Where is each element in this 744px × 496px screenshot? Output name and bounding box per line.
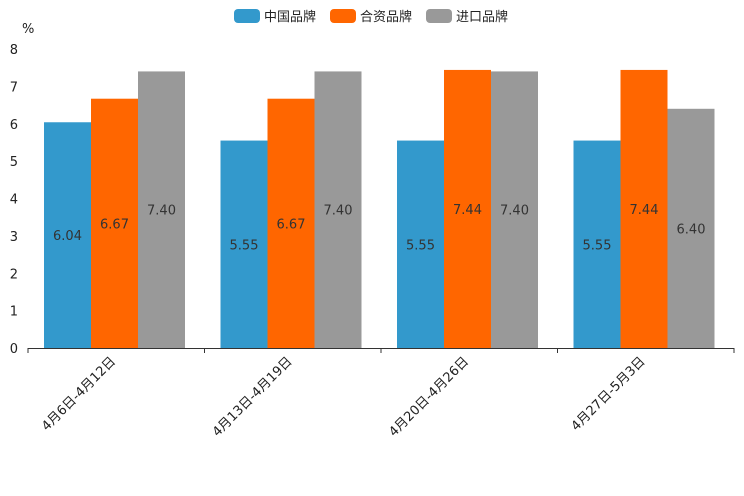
y-tick-label: 2 bbox=[10, 267, 18, 282]
bar bbox=[91, 98, 138, 349]
bar bbox=[444, 69, 491, 349]
bar bbox=[138, 71, 185, 349]
y-tick-label: 0 bbox=[10, 342, 18, 357]
y-tick-label: 8 bbox=[10, 43, 18, 58]
x-axis: 4月6日-4月12日 4月13日-4月19日 4月20日-4月26日 4月27日-5月… bbox=[27, 348, 735, 440]
y-tick-label: 6 bbox=[10, 118, 18, 133]
y-axis: 0 1 2 3 4 5 6 7 8 bbox=[10, 43, 18, 357]
bar-value-label: 5.55 bbox=[230, 238, 259, 253]
bar bbox=[44, 122, 91, 348]
bar-value-label: 5.55 bbox=[583, 238, 612, 253]
x-tick-label: 4月20日-4月26日 bbox=[386, 354, 472, 440]
legend-label: 进口品牌 bbox=[456, 9, 508, 25]
bar-value-label: 5.55 bbox=[406, 238, 435, 253]
y-tick-label: 1 bbox=[10, 305, 18, 320]
legend-swatch bbox=[330, 9, 356, 23]
x-tick-label: 4月6日-4月12日 bbox=[39, 354, 119, 434]
bar-value-label: 6.04 bbox=[53, 229, 82, 244]
legend-swatch bbox=[234, 9, 260, 23]
bar-value-label: 7.40 bbox=[500, 204, 529, 219]
bar-value-label: 7.40 bbox=[147, 204, 176, 219]
bar bbox=[491, 71, 538, 349]
y-axis-unit-label: % bbox=[22, 22, 34, 37]
y-tick-label: 5 bbox=[10, 155, 18, 170]
legend-swatch bbox=[426, 9, 452, 23]
bar bbox=[620, 69, 668, 349]
bar bbox=[314, 71, 362, 349]
legend-label: 中国品牌 bbox=[264, 9, 316, 25]
bar bbox=[573, 140, 621, 348]
bar-value-label: 6.67 bbox=[100, 217, 129, 232]
y-tick-label: 7 bbox=[10, 80, 18, 95]
bar-value-label: 6.67 bbox=[277, 217, 306, 232]
y-tick-label: 4 bbox=[10, 193, 18, 208]
x-tick-label: 4月13日-4月19日 bbox=[210, 354, 296, 440]
bar-value-label: 7.44 bbox=[630, 203, 659, 218]
bar-value-label: 7.40 bbox=[324, 204, 353, 219]
y-tick-label: 3 bbox=[10, 230, 18, 245]
bar-value-label: 6.40 bbox=[677, 222, 706, 237]
bar-value-label: 7.44 bbox=[453, 203, 482, 218]
plot-area: 6.04 6.67 7.40 5.55 6.67 7.40 5.55 7.44 7.40 5.55… bbox=[44, 69, 715, 349]
legend: 中国品牌 合资品牌 进口品牌 bbox=[234, 9, 508, 25]
bar bbox=[667, 108, 715, 348]
x-tick-label: 4月27日-5月3日 bbox=[569, 354, 649, 434]
bar bbox=[220, 140, 268, 348]
bar bbox=[267, 98, 315, 349]
bar bbox=[397, 140, 444, 348]
legend-label: 合资品牌 bbox=[360, 9, 412, 25]
